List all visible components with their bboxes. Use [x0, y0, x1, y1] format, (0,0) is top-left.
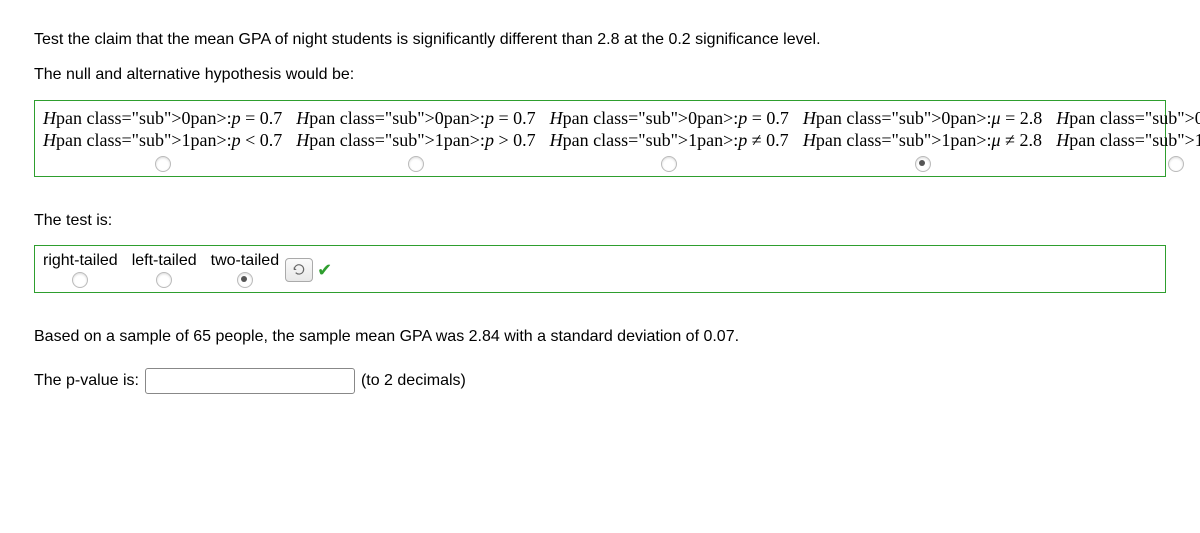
hypothesis-option[interactable]: Hpan class="sub">0pan>:μ = 2.8Hpan class…	[1056, 107, 1200, 172]
hypothesis-option[interactable]: Hpan class="sub">0pan>:p = 0.7Hpan class…	[43, 107, 282, 172]
hypothesis-option[interactable]: Hpan class="sub">0pan>:p = 0.7Hpan class…	[550, 107, 789, 172]
radio-button[interactable]	[72, 272, 88, 288]
radio-button[interactable]	[155, 156, 171, 172]
tail-option-label: left-tailed	[132, 252, 197, 270]
radio-button[interactable]	[408, 156, 424, 172]
tail-option[interactable]: left-tailed	[132, 252, 197, 288]
hypothesis-option-label: Hpan class="sub">0pan>:p = 0.7Hpan class…	[296, 107, 535, 152]
hypothesis-option-label: Hpan class="sub">0pan>:μ = 2.8Hpan class…	[803, 107, 1042, 152]
hypothesis-option-label: Hpan class="sub">0pan>:μ = 2.8Hpan class…	[1056, 107, 1200, 152]
hypothesis-option-label: Hpan class="sub">0pan>:p = 0.7Hpan class…	[43, 107, 282, 152]
hypothesis-option-label: Hpan class="sub">0pan>:p = 0.7Hpan class…	[550, 107, 789, 152]
hypothesis-options-row: Hpan class="sub">0pan>:p = 0.7Hpan class…	[43, 107, 1200, 172]
check-icon: ✔	[317, 260, 332, 281]
tail-option-label: two-tailed	[211, 252, 279, 270]
retry-icon	[292, 263, 306, 277]
tail-option[interactable]: right-tailed	[43, 252, 118, 288]
tail-option[interactable]: two-tailed	[211, 252, 279, 288]
hypothesis-option[interactable]: Hpan class="sub">0pan>:μ = 2.8Hpan class…	[803, 107, 1042, 172]
question-hypothesis-prompt: The null and alternative hypothesis woul…	[34, 65, 1166, 86]
sample-info: Based on a sample of 65 people, the samp…	[34, 327, 1166, 348]
tail-options-row: right-tailed left-tailed two-tailed	[43, 252, 279, 288]
radio-button[interactable]	[156, 272, 172, 288]
tail-answer-box: right-tailed left-tailed two-tailed ✔	[34, 245, 1166, 293]
hypothesis-option[interactable]: Hpan class="sub">0pan>:p = 0.7Hpan class…	[296, 107, 535, 172]
pvalue-label: The p-value is:	[34, 371, 139, 392]
question-claim: Test the claim that the mean GPA of nigh…	[34, 30, 1166, 51]
tail-option-label: right-tailed	[43, 252, 118, 270]
question-test-type: The test is:	[34, 211, 1166, 232]
pvalue-input[interactable]	[145, 368, 355, 394]
radio-button[interactable]	[1168, 156, 1184, 172]
hypothesis-answer-box: Hpan class="sub">0pan>:p = 0.7Hpan class…	[34, 100, 1166, 177]
radio-button[interactable]	[237, 272, 253, 288]
radio-button[interactable]	[915, 156, 931, 172]
retry-button[interactable]	[285, 258, 313, 282]
pvalue-suffix: (to 2 decimals)	[361, 371, 466, 392]
radio-button[interactable]	[661, 156, 677, 172]
pvalue-row: The p-value is: (to 2 decimals)	[34, 368, 1166, 394]
